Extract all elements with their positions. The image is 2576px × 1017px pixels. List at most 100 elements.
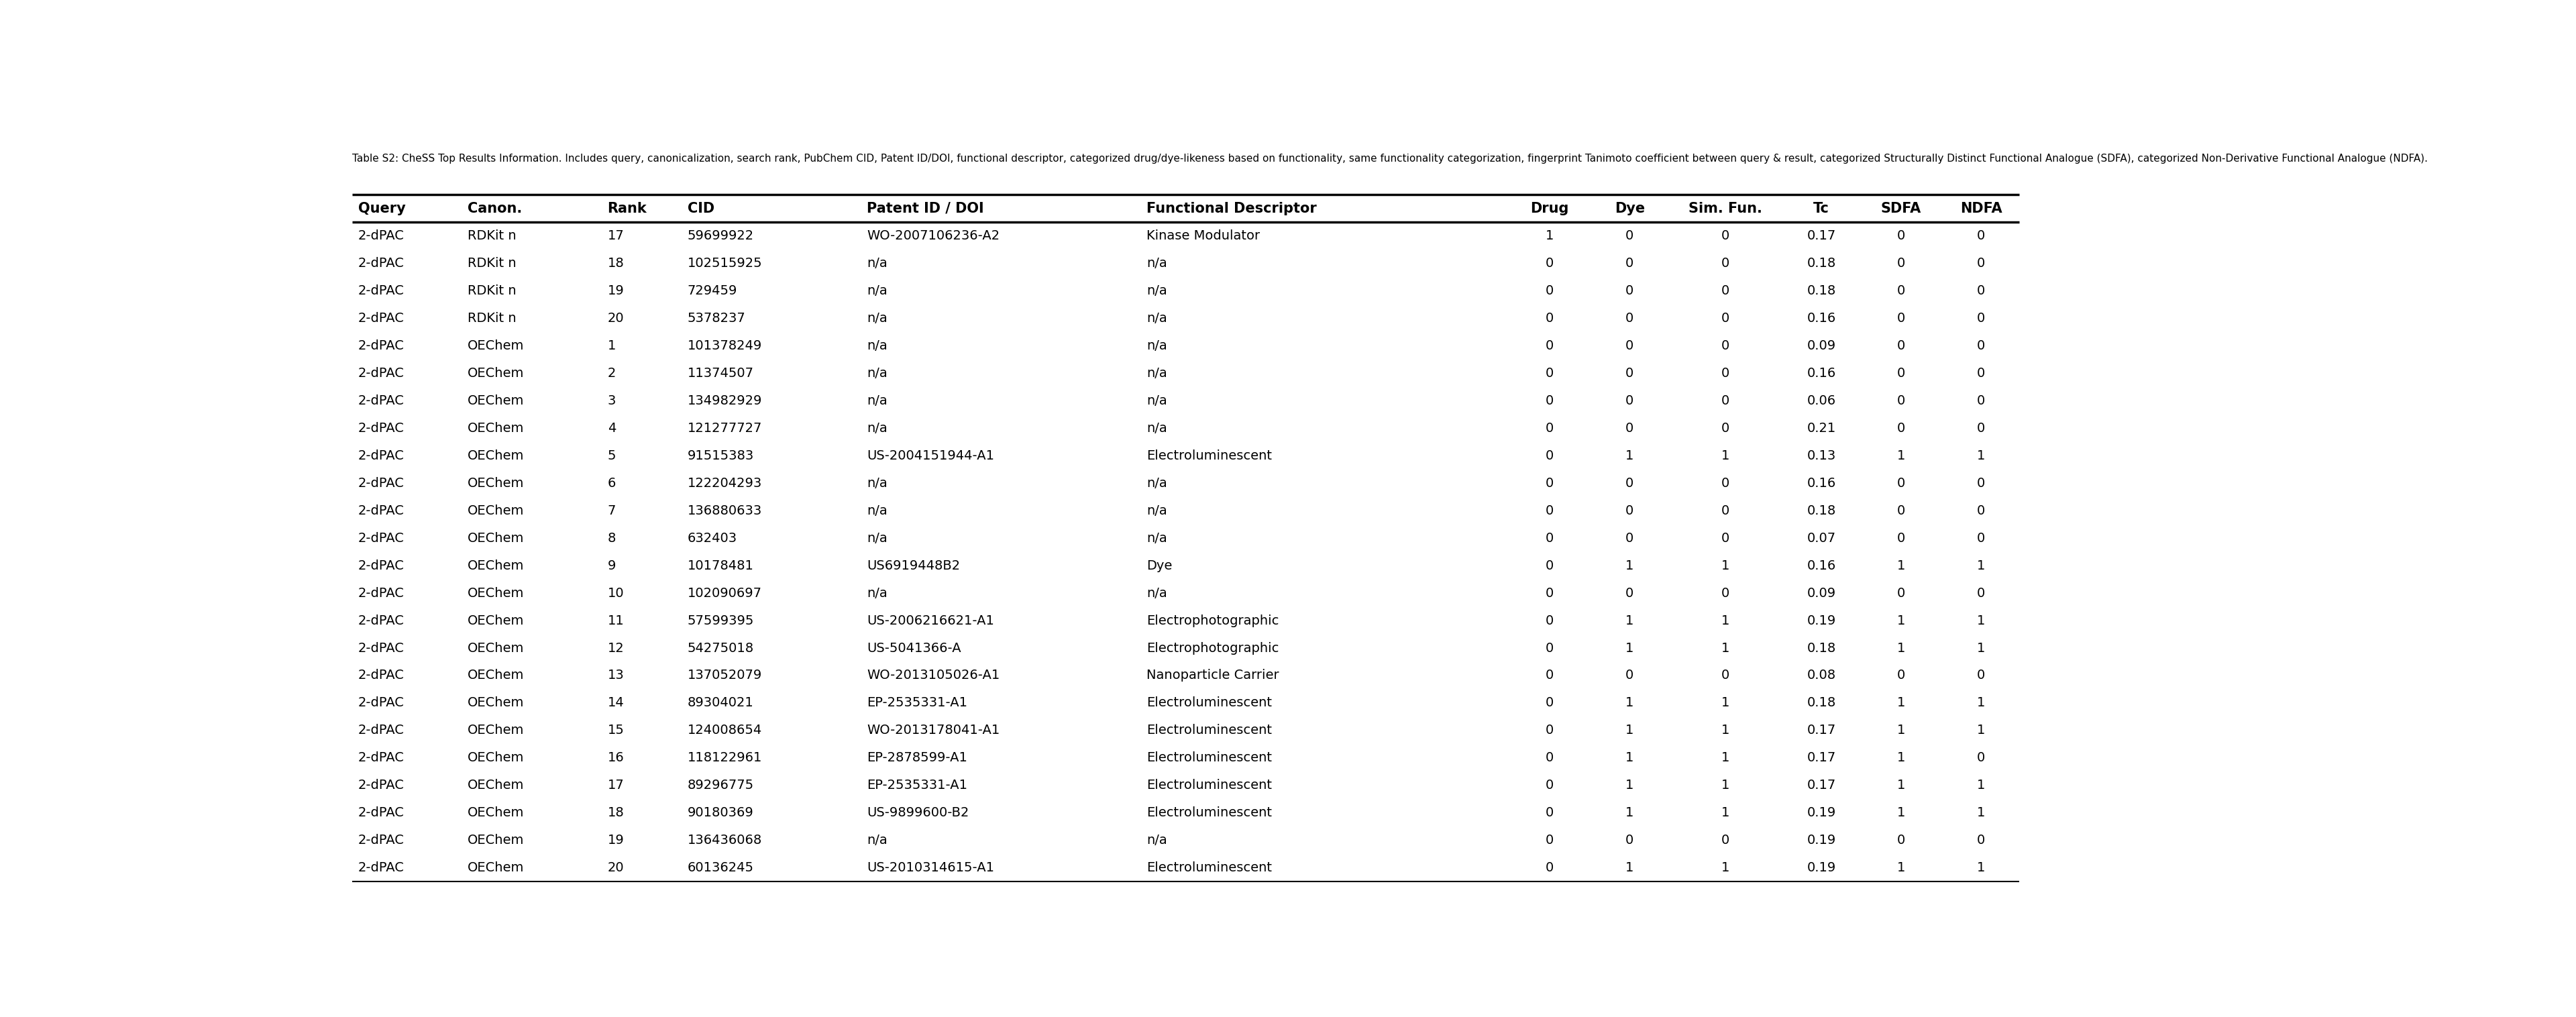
Text: 0: 0	[1976, 477, 1986, 489]
Text: 0: 0	[1976, 834, 1986, 847]
Text: WO-2007106236-A2: WO-2007106236-A2	[868, 230, 999, 242]
Text: 102090697: 102090697	[688, 587, 762, 599]
Text: Kinase Modulator: Kinase Modulator	[1146, 230, 1260, 242]
Text: 11: 11	[608, 614, 623, 626]
Text: 2-dPAC: 2-dPAC	[358, 697, 404, 710]
Text: 0.19: 0.19	[1806, 806, 1837, 820]
Text: 1: 1	[1976, 559, 1986, 572]
Text: 2-dPAC: 2-dPAC	[358, 312, 404, 324]
Text: Functional Descriptor: Functional Descriptor	[1146, 201, 1316, 215]
Text: 1: 1	[1625, 614, 1633, 626]
Text: 16: 16	[608, 752, 623, 765]
Text: NDFA: NDFA	[1960, 201, 2002, 215]
Text: OEChem: OEChem	[469, 834, 526, 847]
Text: n/a: n/a	[1146, 587, 1167, 599]
Text: CID: CID	[688, 201, 714, 215]
Text: 0: 0	[1976, 257, 1986, 270]
Text: 1: 1	[1625, 697, 1633, 710]
Text: 1: 1	[1721, 752, 1728, 765]
Text: 2-dPAC: 2-dPAC	[358, 230, 404, 242]
Text: SDFA: SDFA	[1880, 201, 1922, 215]
Text: 0: 0	[1546, 724, 1553, 737]
Text: 0.16: 0.16	[1806, 559, 1837, 572]
Text: Dye: Dye	[1615, 201, 1646, 215]
Text: 0: 0	[1896, 532, 1906, 544]
Text: 1: 1	[1896, 806, 1906, 820]
Text: 0.17: 0.17	[1806, 752, 1837, 765]
Text: Electrophotographic: Electrophotographic	[1146, 614, 1278, 626]
Text: 0: 0	[1625, 395, 1633, 407]
Text: 1: 1	[1976, 861, 1986, 875]
Text: 136880633: 136880633	[688, 504, 762, 517]
Text: 2-dPAC: 2-dPAC	[358, 532, 404, 544]
Text: n/a: n/a	[1146, 422, 1167, 434]
Text: Electroluminescent: Electroluminescent	[1146, 697, 1273, 710]
Text: 1: 1	[1976, 614, 1986, 626]
Text: 3: 3	[608, 395, 616, 407]
Text: 1: 1	[1896, 450, 1906, 462]
Text: 20: 20	[608, 312, 623, 324]
Text: Electroluminescent: Electroluminescent	[1146, 861, 1273, 875]
Text: 2-dPAC: 2-dPAC	[358, 587, 404, 599]
Text: 1: 1	[608, 340, 616, 352]
Text: n/a: n/a	[868, 477, 889, 489]
Text: 0: 0	[1625, 834, 1633, 847]
Text: 1: 1	[1625, 861, 1633, 875]
Text: 101378249: 101378249	[688, 340, 762, 352]
Text: n/a: n/a	[868, 257, 889, 270]
Text: 59699922: 59699922	[688, 230, 755, 242]
Text: 0: 0	[1546, 395, 1553, 407]
Text: 12: 12	[608, 642, 623, 654]
Text: 1: 1	[1896, 559, 1906, 572]
Text: Canon.: Canon.	[469, 201, 523, 215]
Text: 0: 0	[1625, 422, 1633, 434]
Text: 0.13: 0.13	[1806, 450, 1837, 462]
Text: 0: 0	[1721, 367, 1728, 379]
Text: 0.08: 0.08	[1806, 669, 1837, 681]
Text: 1: 1	[1721, 806, 1728, 820]
Text: 2-dPAC: 2-dPAC	[358, 422, 404, 434]
Text: n/a: n/a	[868, 367, 889, 379]
Text: n/a: n/a	[1146, 477, 1167, 489]
Text: 0.18: 0.18	[1806, 285, 1837, 297]
Text: 0: 0	[1976, 395, 1986, 407]
Text: 0: 0	[1896, 477, 1906, 489]
Text: n/a: n/a	[868, 422, 889, 434]
Text: 1: 1	[1721, 614, 1728, 626]
Text: 1: 1	[1721, 697, 1728, 710]
Text: 5: 5	[608, 450, 616, 462]
Text: 0: 0	[1976, 312, 1986, 324]
Text: 1: 1	[1976, 779, 1986, 792]
Text: 4: 4	[608, 422, 616, 434]
Text: 0: 0	[1546, 614, 1553, 626]
Text: RDKit n: RDKit n	[469, 257, 515, 270]
Text: 0.21: 0.21	[1806, 422, 1837, 434]
Text: 0: 0	[1546, 312, 1553, 324]
Text: 15: 15	[608, 724, 623, 737]
Text: Rank: Rank	[608, 201, 647, 215]
Text: 0: 0	[1721, 257, 1728, 270]
Text: 0: 0	[1896, 340, 1906, 352]
Text: 0: 0	[1546, 422, 1553, 434]
Text: Dye: Dye	[1146, 559, 1172, 572]
Text: 0: 0	[1721, 834, 1728, 847]
Text: 2-dPAC: 2-dPAC	[358, 504, 404, 517]
Text: 2-dPAC: 2-dPAC	[358, 340, 404, 352]
Text: 0: 0	[1546, 752, 1553, 765]
Text: 0.17: 0.17	[1806, 724, 1837, 737]
Text: 0.18: 0.18	[1806, 504, 1837, 517]
Text: Electroluminescent: Electroluminescent	[1146, 806, 1273, 820]
Text: 0: 0	[1976, 587, 1986, 599]
Text: 0: 0	[1546, 587, 1553, 599]
Text: n/a: n/a	[1146, 312, 1167, 324]
Text: n/a: n/a	[1146, 532, 1167, 544]
Text: 0.09: 0.09	[1806, 587, 1837, 599]
Text: 0: 0	[1625, 312, 1633, 324]
Text: 1: 1	[1896, 752, 1906, 765]
Text: 2-dPAC: 2-dPAC	[358, 285, 404, 297]
Text: 2-dPAC: 2-dPAC	[358, 752, 404, 765]
Text: 1: 1	[1625, 450, 1633, 462]
Text: 102515925: 102515925	[688, 257, 762, 270]
Text: 19: 19	[608, 285, 623, 297]
Text: 0: 0	[1721, 504, 1728, 517]
